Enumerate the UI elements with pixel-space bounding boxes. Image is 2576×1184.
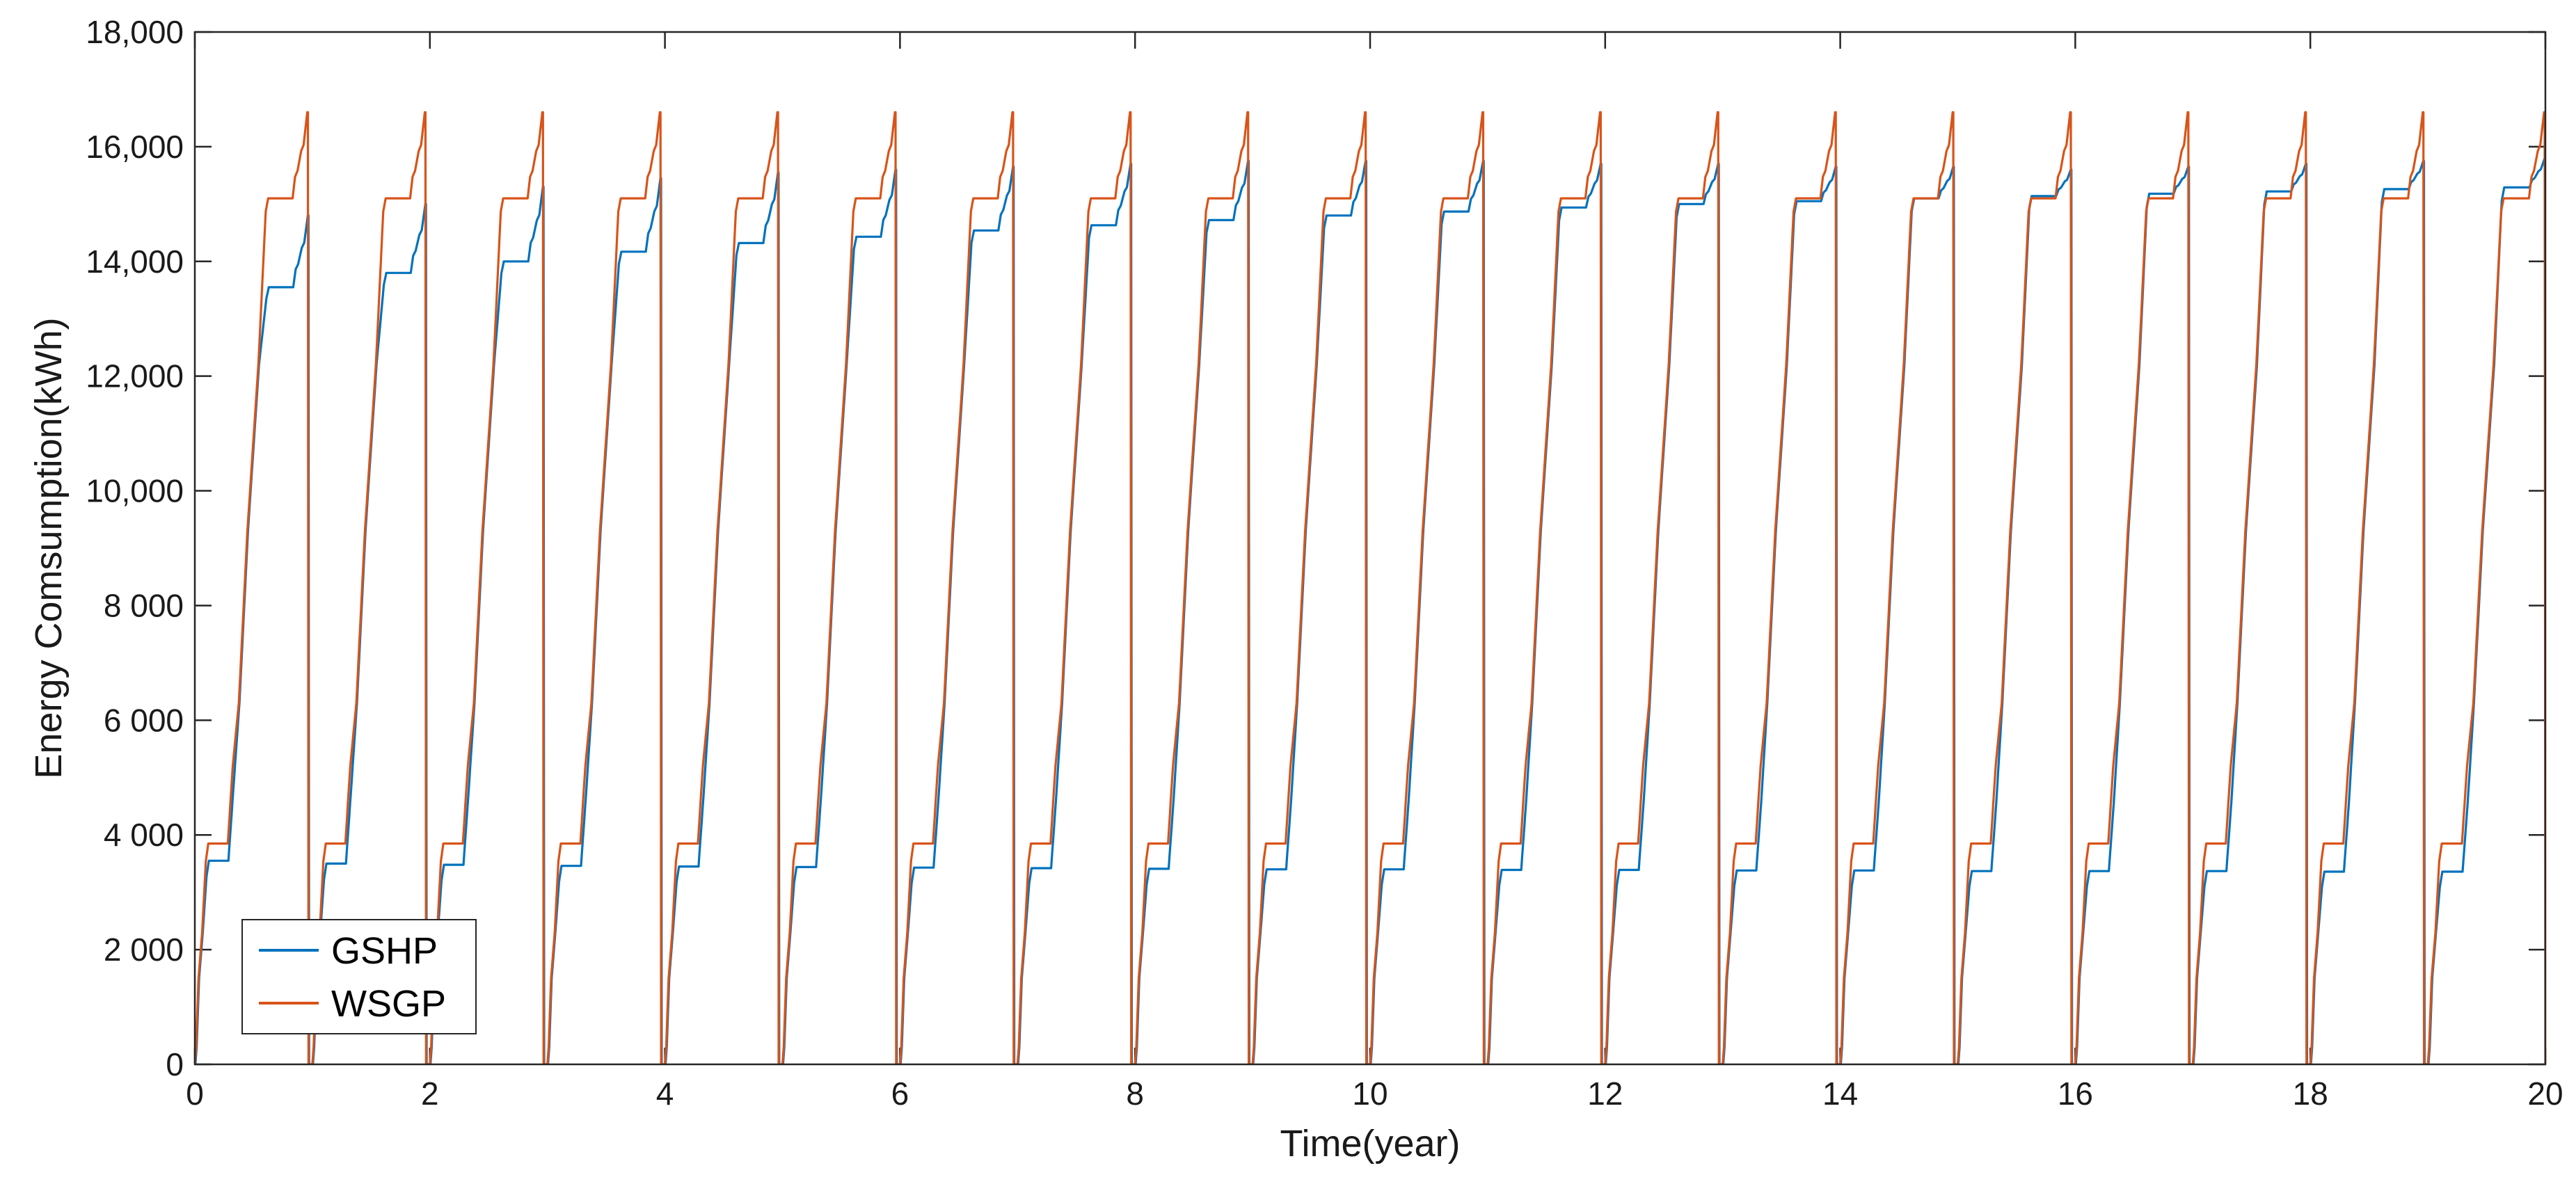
x-tick-label: 4 (656, 1075, 674, 1112)
y-tick-label: 8 000 (104, 587, 184, 623)
x-tick-label: 12 (1587, 1075, 1623, 1112)
series-line-wsgp (195, 111, 2545, 1064)
y-tick-label: 0 (166, 1046, 184, 1082)
legend-label-gshp: GSHP (331, 930, 438, 972)
y-tick-label: 10,000 (86, 473, 184, 509)
y-axis-title: Energy Comsumption(kWh) (28, 317, 70, 778)
plot-frame (193, 31, 2547, 1066)
tick-labels: 0 2 4 6 8 10 12 14 16 18 20 0 2 000 4 000 6 000 8 000 10… (86, 14, 2563, 1112)
x-tick-label: 2 (421, 1075, 439, 1112)
x-tick-label: 20 (2527, 1075, 2563, 1112)
x-tick-label: 0 (186, 1075, 204, 1112)
y-tick-label: 14,000 (86, 243, 184, 280)
x-tick-label: 10 (1352, 1075, 1388, 1112)
x-tick-label: 14 (1822, 1075, 1858, 1112)
legend: GSHP WSGP (241, 919, 477, 1034)
x-axis-title: Time(year) (1280, 1123, 1460, 1165)
series-layer (195, 111, 2545, 1064)
x-tick-label: 6 (891, 1075, 909, 1112)
y-tick-label: 12,000 (86, 358, 184, 394)
x-tick-label: 16 (2058, 1075, 2093, 1112)
legend-box (241, 919, 477, 1034)
y-tick-label: 18,000 (86, 14, 184, 50)
legend-label-wsgp: WSGP (331, 983, 446, 1025)
y-tick-label: 6 000 (104, 702, 184, 738)
x-tick-label: 8 (1126, 1075, 1144, 1112)
y-tick-label: 2 000 (104, 931, 184, 968)
x-tick-label: 18 (2293, 1075, 2328, 1112)
y-tick-label: 4 000 (104, 817, 184, 853)
y-tick-label: 16,000 (86, 129, 184, 165)
